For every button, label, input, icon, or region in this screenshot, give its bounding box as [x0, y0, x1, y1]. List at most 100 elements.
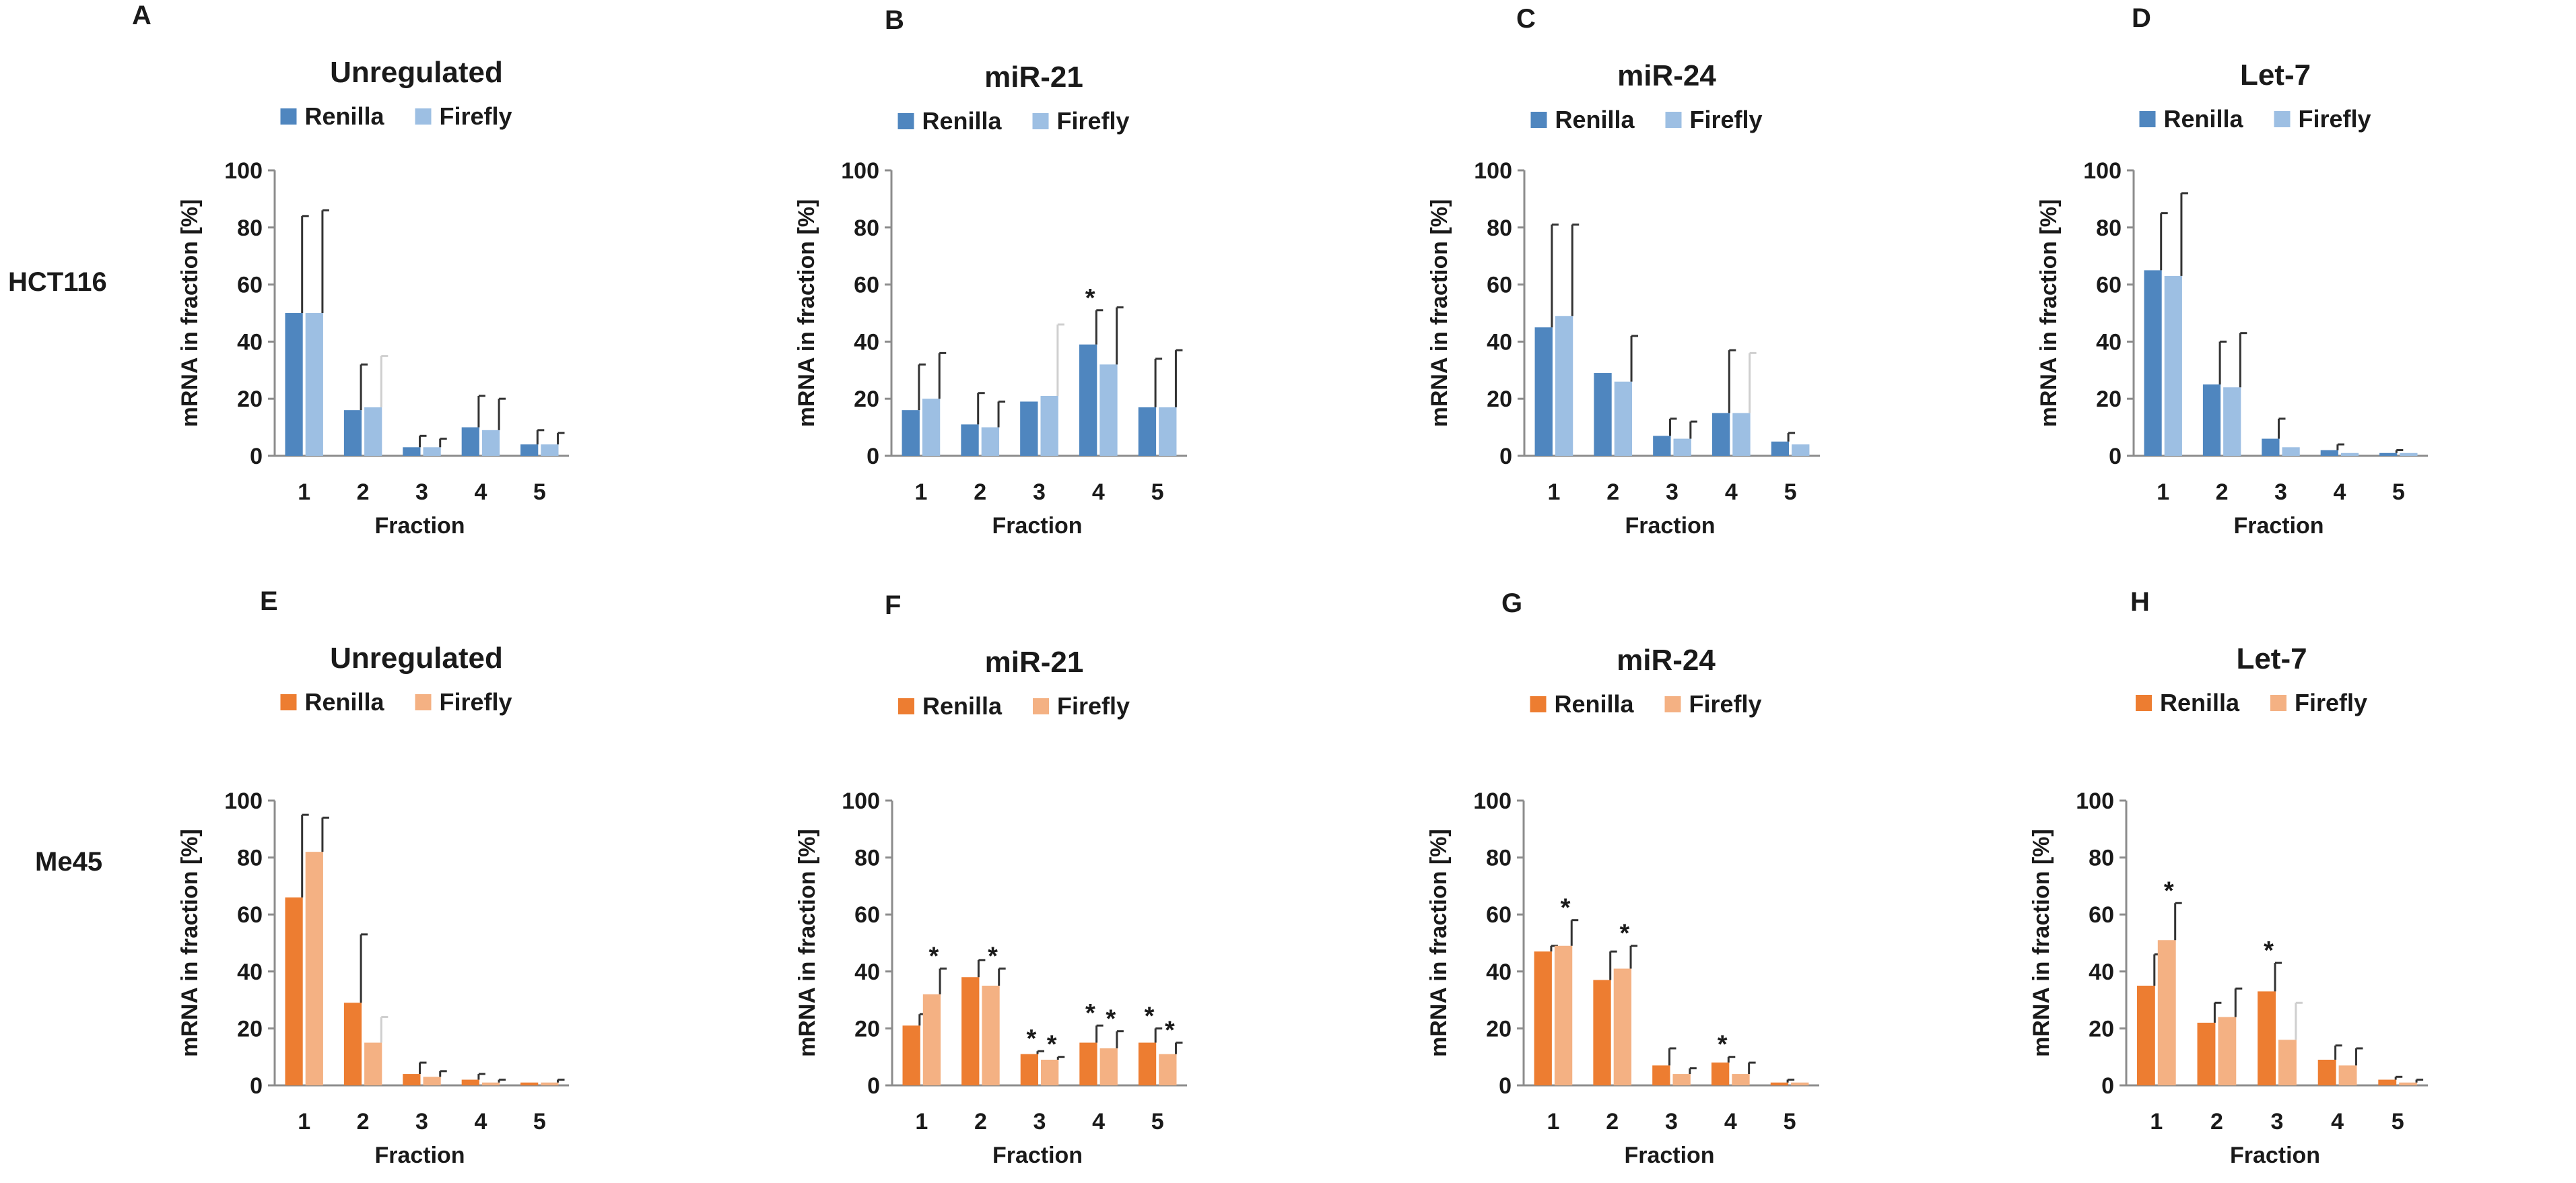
y-tick-label: 20 — [237, 1016, 263, 1042]
bar-renilla — [285, 313, 303, 456]
bar-renilla — [1138, 1042, 1157, 1085]
bar-renilla — [343, 1003, 362, 1085]
bar-firefly — [1041, 1059, 1059, 1085]
bar-firefly — [1732, 1074, 1750, 1085]
bar-renilla — [1138, 407, 1157, 456]
bar-firefly — [2278, 1040, 2297, 1085]
x-axis-title: Fraction — [992, 513, 1082, 539]
legend-label-renilla: Renilla — [305, 102, 385, 130]
significance-star: * — [1718, 1031, 1728, 1059]
x-tick-label: 3 — [1033, 1109, 1046, 1135]
bar-firefly — [1555, 316, 1573, 456]
legend-swatch-renilla — [280, 694, 297, 710]
bar-firefly — [2164, 275, 2182, 456]
significance-star: * — [1085, 999, 1095, 1027]
x-tick-label: 5 — [1151, 1109, 1164, 1135]
legend-label-renilla: Renilla — [2164, 105, 2244, 133]
bar-firefly — [922, 994, 941, 1085]
panel-h: H Let-7 Renilla Firefly 0 20 40 60 80 100 mRNA in … — [2029, 587, 2428, 1168]
y-tick-label: 20 — [1487, 386, 1512, 412]
y-tick-label: 80 — [2089, 846, 2114, 871]
bar-firefly — [1040, 395, 1058, 456]
bar-renilla — [1020, 1054, 1038, 1085]
y-tick-label: 80 — [1487, 215, 1512, 241]
y-tick-label: 0 — [1499, 444, 1512, 469]
y-axis-title: mRNA in fraction [%] — [2036, 199, 2062, 428]
y-axis-title: mRNA in fraction [%] — [177, 829, 203, 1057]
legend-label-renilla: Renilla — [922, 107, 1003, 135]
legend-label-renilla: Renilla — [922, 692, 1003, 720]
bar-renilla — [2197, 1022, 2216, 1085]
chart-title: miR-21 — [985, 646, 1084, 679]
bar-renilla — [461, 427, 479, 456]
bar-renilla — [961, 424, 979, 456]
legend-swatch-firefly — [1033, 698, 1049, 714]
y-tick-label: 40 — [2089, 959, 2114, 985]
x-tick-label: 1 — [298, 1109, 310, 1135]
x-tick-label: 5 — [2392, 1109, 2404, 1135]
bar-renilla — [2262, 438, 2280, 456]
significance-star: * — [2264, 937, 2274, 965]
x-tick-label: 3 — [1665, 1109, 1678, 1135]
legend: Renilla Firefly — [1530, 106, 1763, 133]
y-tick-label: 20 — [854, 1016, 880, 1042]
panel-letter: A — [132, 1, 151, 30]
bar-renilla — [2136, 985, 2155, 1085]
legend: Renilla Firefly — [1530, 690, 1762, 718]
bar-firefly — [2218, 1017, 2237, 1085]
legend: Renilla Firefly — [2139, 105, 2371, 133]
panel-letter: H — [2130, 587, 2150, 617]
bar-firefly — [541, 1082, 559, 1085]
bar-renilla — [1079, 1042, 1097, 1085]
legend: Renilla Firefly — [897, 107, 1130, 135]
bar-renilla — [1079, 344, 1097, 456]
legend: Renilla Firefly — [2136, 689, 2367, 716]
significance-star: * — [1106, 1005, 1116, 1034]
x-tick-label: 3 — [2274, 479, 2287, 505]
bar-firefly — [1732, 413, 1751, 456]
x-axis-title: Fraction — [1625, 513, 1715, 539]
panel-letter: F — [885, 590, 901, 620]
x-tick-label: 5 — [1784, 1109, 1796, 1135]
bar-renilla — [902, 1025, 920, 1085]
legend-label-renilla: Renilla — [1555, 106, 1635, 133]
bar-firefly — [364, 1042, 382, 1085]
x-tick-label: 3 — [415, 1109, 428, 1135]
bar-renilla — [1711, 413, 1730, 456]
chart-title: Unregulated — [330, 56, 503, 89]
y-tick-label: 100 — [2083, 158, 2122, 184]
legend-swatch-renilla — [2136, 695, 2152, 711]
bar-firefly — [981, 427, 1000, 456]
y-tick-label: 80 — [2096, 215, 2122, 241]
bar-renilla — [2202, 384, 2221, 456]
significance-star: * — [1145, 1002, 1155, 1030]
bar-firefly — [1614, 381, 1633, 456]
bar-firefly — [423, 1077, 441, 1085]
y-tick-label: 0 — [1499, 1073, 1512, 1099]
bar-firefly — [1159, 407, 1177, 456]
x-tick-label: 1 — [915, 1109, 928, 1135]
bar-firefly — [1613, 968, 1632, 1085]
legend-swatch-firefly — [2270, 695, 2286, 711]
y-axis-title: mRNA in fraction [%] — [794, 829, 820, 1057]
y-tick-label: 0 — [867, 444, 879, 469]
panel-a: A Unregulated Renilla Firefly 0 20 40 60 80 100 mR… — [132, 1, 569, 539]
bar-renilla — [2317, 1059, 2336, 1085]
bar-firefly — [2338, 1065, 2357, 1085]
y-tick-label: 60 — [854, 902, 880, 928]
bar-firefly — [2282, 447, 2300, 456]
legend: Renilla Firefly — [280, 102, 512, 130]
x-tick-label: 4 — [474, 479, 487, 505]
x-tick-label: 2 — [357, 479, 370, 505]
y-axis-title: mRNA in fraction [%] — [1426, 829, 1452, 1057]
y-tick-label: 80 — [854, 215, 879, 241]
chart-title: Let-7 — [2240, 59, 2311, 92]
y-tick-label: 0 — [2101, 1073, 2114, 1099]
x-tick-label: 3 — [1666, 479, 1679, 505]
y-tick-label: 60 — [2089, 902, 2114, 928]
significance-star: * — [2164, 877, 2174, 905]
bar-renilla — [2378, 1079, 2397, 1085]
